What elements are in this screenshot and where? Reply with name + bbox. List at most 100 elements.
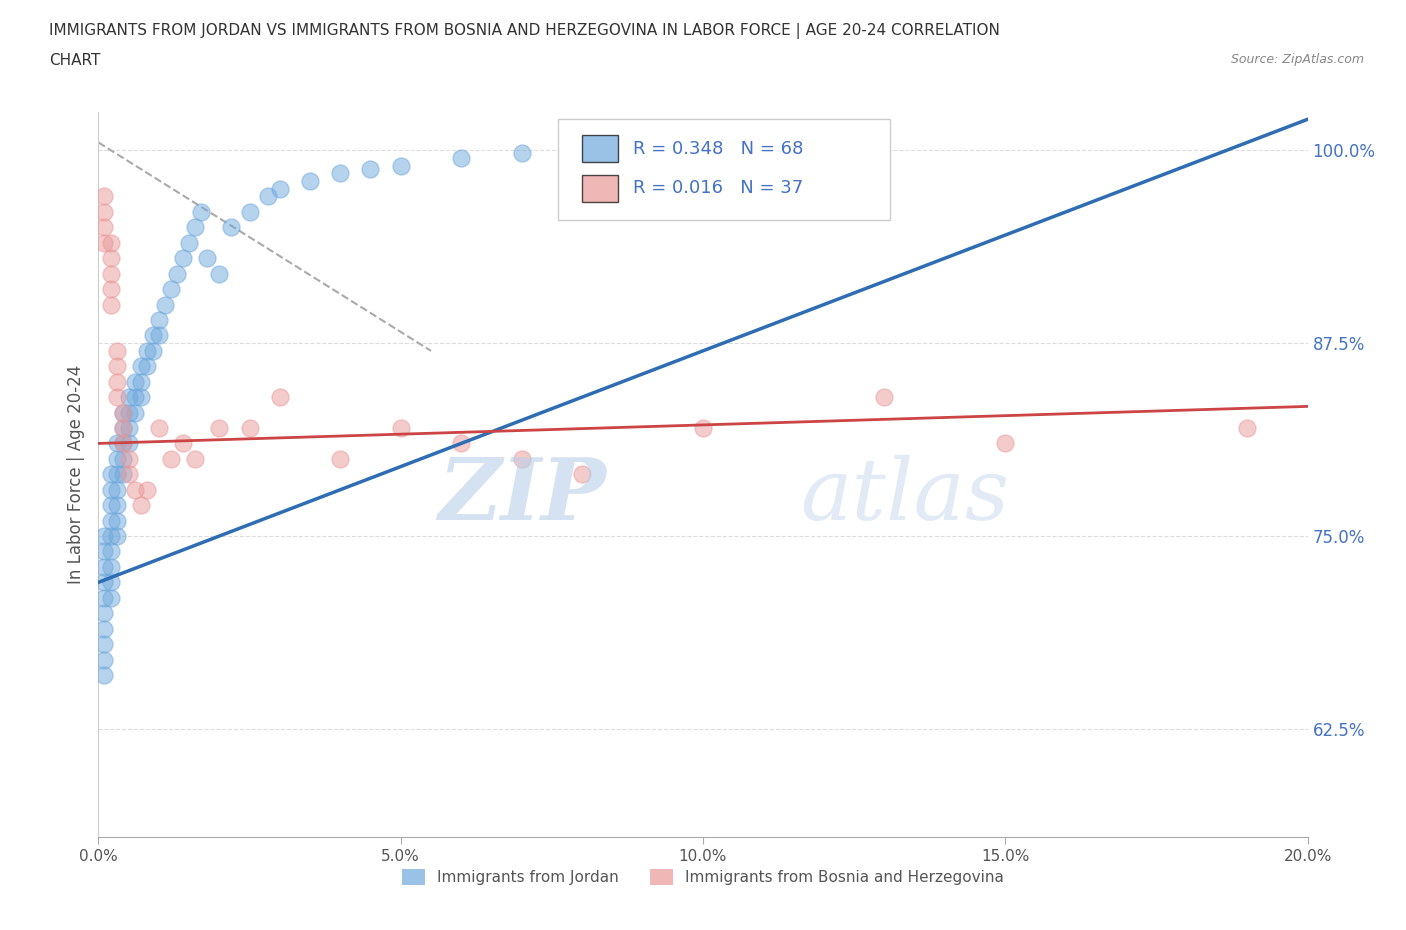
Point — [105, 436, 128, 451]
Point — [329, 451, 352, 466]
Point — [100, 467, 122, 482]
Point — [329, 166, 352, 180]
Point — [124, 405, 146, 420]
Point — [148, 328, 170, 343]
Point — [93, 219, 115, 234]
Point — [111, 420, 134, 435]
Point — [160, 451, 183, 466]
Point — [299, 174, 322, 189]
Point — [135, 359, 157, 374]
Point — [148, 420, 170, 435]
Point — [1236, 420, 1258, 435]
Point — [190, 205, 212, 219]
FancyBboxPatch shape — [582, 135, 619, 163]
Legend: Immigrants from Jordan, Immigrants from Bosnia and Herzegovina: Immigrants from Jordan, Immigrants from … — [396, 863, 1010, 891]
Point — [111, 467, 134, 482]
Point — [571, 467, 593, 482]
Point — [873, 390, 896, 405]
Point — [111, 420, 134, 435]
Point — [93, 637, 115, 652]
Point — [994, 436, 1017, 451]
Point — [256, 189, 278, 204]
Point — [450, 151, 472, 166]
Point — [510, 146, 533, 161]
Point — [111, 436, 134, 451]
Point — [100, 575, 122, 590]
Point — [389, 420, 412, 435]
Text: CHART: CHART — [49, 53, 101, 68]
Point — [93, 560, 115, 575]
Point — [118, 467, 141, 482]
Point — [129, 374, 152, 389]
Point — [172, 436, 194, 451]
Point — [124, 390, 146, 405]
Point — [93, 591, 115, 605]
Point — [100, 235, 122, 250]
FancyBboxPatch shape — [558, 119, 890, 220]
FancyBboxPatch shape — [582, 175, 619, 203]
Point — [105, 483, 128, 498]
Point — [100, 282, 122, 297]
Point — [129, 390, 152, 405]
Point — [166, 266, 188, 281]
Point — [124, 483, 146, 498]
Point — [93, 528, 115, 543]
Point — [179, 235, 201, 250]
Point — [118, 405, 141, 420]
Point — [160, 282, 183, 297]
Point — [105, 528, 128, 543]
Y-axis label: In Labor Force | Age 20-24: In Labor Force | Age 20-24 — [66, 365, 84, 584]
Point — [105, 343, 128, 358]
Point — [111, 436, 134, 451]
Point — [148, 312, 170, 327]
Point — [360, 161, 382, 176]
Point — [105, 451, 128, 466]
Point — [111, 405, 134, 420]
Point — [105, 359, 128, 374]
Point — [100, 498, 122, 512]
Point — [105, 498, 128, 512]
Point — [269, 390, 291, 405]
Point — [510, 451, 533, 466]
Text: R = 0.016   N = 37: R = 0.016 N = 37 — [633, 179, 803, 197]
Point — [118, 390, 141, 405]
Point — [100, 544, 122, 559]
Point — [100, 591, 122, 605]
Point — [153, 297, 176, 312]
Point — [135, 483, 157, 498]
Point — [184, 219, 207, 234]
Point — [93, 205, 115, 219]
Point — [118, 451, 141, 466]
Point — [221, 219, 243, 234]
Point — [269, 181, 291, 196]
Point — [100, 528, 122, 543]
Point — [111, 405, 134, 420]
Point — [93, 575, 115, 590]
Point — [129, 359, 152, 374]
Point — [93, 621, 115, 636]
Point — [195, 251, 218, 266]
Point — [129, 498, 152, 512]
Point — [93, 544, 115, 559]
Point — [118, 436, 141, 451]
Text: atlas: atlas — [800, 455, 1010, 538]
Point — [105, 374, 128, 389]
Point — [208, 420, 231, 435]
Point — [100, 266, 122, 281]
Point — [135, 343, 157, 358]
Point — [93, 235, 115, 250]
Text: R = 0.348   N = 68: R = 0.348 N = 68 — [633, 140, 803, 157]
Point — [105, 390, 128, 405]
Text: Source: ZipAtlas.com: Source: ZipAtlas.com — [1230, 53, 1364, 66]
Text: ZIP: ZIP — [439, 455, 606, 538]
Point — [208, 266, 231, 281]
Point — [450, 436, 472, 451]
Point — [389, 158, 412, 173]
Point — [142, 343, 165, 358]
Point — [239, 205, 262, 219]
Point — [100, 251, 122, 266]
Point — [111, 451, 134, 466]
Point — [100, 483, 122, 498]
Point — [142, 328, 165, 343]
Point — [239, 420, 262, 435]
